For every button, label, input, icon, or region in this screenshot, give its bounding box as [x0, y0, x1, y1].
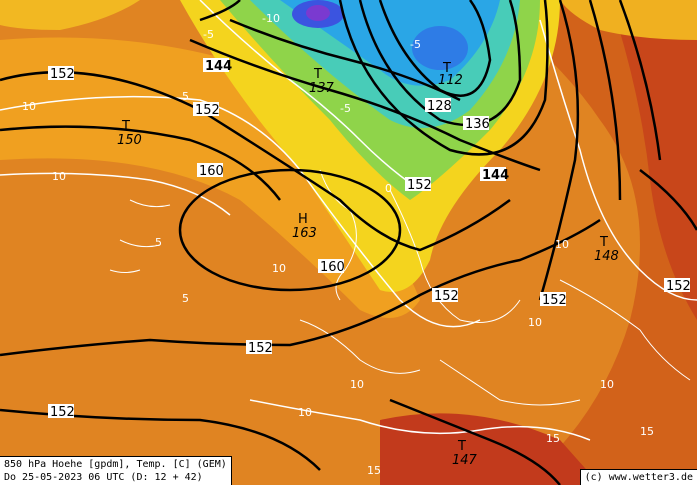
temp-label: 15	[367, 464, 381, 477]
map-caption: 850 hPa Hoehe [gpdm], Temp. [C] (GEM) Do…	[0, 456, 232, 485]
low-center: T 147	[452, 439, 478, 468]
high-symbol: H	[298, 212, 308, 227]
height-label: 160	[199, 164, 224, 179]
height-label: 152	[50, 405, 75, 420]
low-value: 112	[438, 73, 463, 88]
temp-label: 5	[155, 236, 162, 249]
low-symbol: T	[442, 61, 451, 76]
low-value: 137	[309, 81, 335, 96]
low-center: T 150	[117, 119, 142, 148]
caption-line-2: Do 25-05-2023 06 UTC (D: 12 + 42)	[4, 472, 203, 483]
low-symbol: T	[313, 67, 322, 82]
temp-label: 5	[182, 90, 189, 103]
height-label: 152	[434, 289, 459, 304]
low-value: 148	[594, 249, 619, 264]
height-label: 152	[50, 67, 75, 82]
isotherms	[0, 0, 697, 441]
temp-label: -5	[203, 28, 214, 41]
light-orange-zone	[0, 37, 420, 318]
low-core-purple	[306, 5, 330, 21]
temp-label: 10	[22, 100, 36, 113]
temp-label: 10	[298, 406, 312, 419]
height-labels: 144 152 152 128 136 144 160 152 160 152 …	[48, 58, 691, 420]
low-symbol: T	[599, 235, 608, 250]
low-value: 150	[117, 133, 142, 148]
height-label: 152	[195, 103, 220, 118]
height-label: 152	[542, 293, 567, 308]
temp-label: 10	[528, 316, 542, 329]
caption-line-1: 850 hPa Hoehe [gpdm], Temp. [C] (GEM)	[4, 459, 227, 470]
height-label: 144	[205, 59, 232, 74]
temp-label: 0	[385, 182, 392, 195]
credit-label: (c) www.wetter3.de	[579, 469, 697, 485]
temp-label: 10	[272, 262, 286, 275]
height-label: 136	[465, 117, 490, 132]
high-center: H 163	[292, 212, 317, 241]
low-core-east	[412, 26, 468, 70]
low-symbol: T	[121, 119, 130, 134]
height-label: 152	[666, 279, 691, 294]
nw-light-zone	[0, 0, 140, 30]
red-zone-east	[610, 0, 697, 320]
red-zone-south	[380, 413, 600, 485]
low-center: T 148	[594, 235, 619, 264]
temp-label: 10	[52, 170, 66, 183]
low-value: 147	[452, 453, 478, 468]
height-label: 152	[407, 178, 432, 193]
height-label: 152	[248, 341, 273, 356]
temp-label: -10	[262, 12, 280, 25]
height-label: 160	[320, 260, 345, 275]
temp-label: 15	[546, 432, 560, 445]
low-center: T 112	[438, 61, 463, 88]
height-label: 128	[427, 99, 452, 114]
temp-label: -5	[410, 38, 421, 51]
temp-label: -5	[340, 102, 351, 115]
temp-label: 10	[350, 378, 364, 391]
height-label: 144	[482, 168, 509, 183]
temp-labels: -10 -5 -5 -5 0 5 5 5 10 10 10 10 10 10 1…	[22, 12, 654, 477]
temp-label: 10	[555, 238, 569, 251]
temp-label: 5	[182, 292, 189, 305]
low-symbol: T	[457, 439, 466, 454]
pressure-centers: T 137 T 112 T 150 H 163 T 148 T 147	[117, 61, 619, 468]
temp-label: 10	[600, 378, 614, 391]
high-value: 163	[292, 226, 317, 241]
low-center: T 137	[309, 67, 335, 96]
temp-label: 15	[640, 425, 654, 438]
